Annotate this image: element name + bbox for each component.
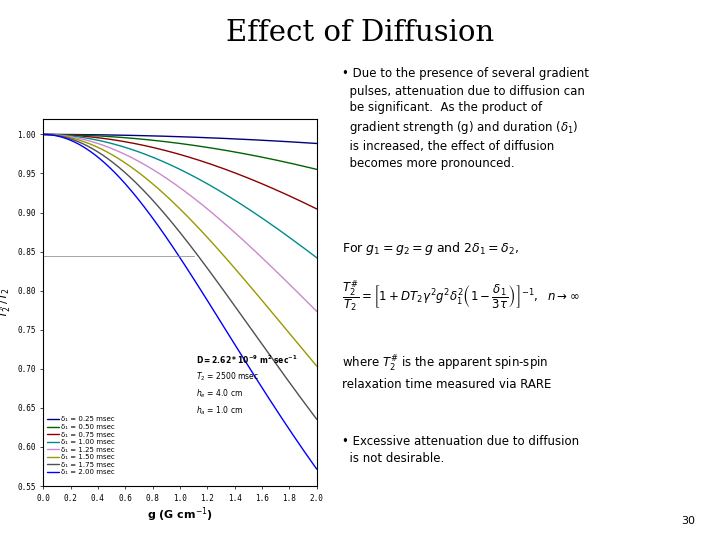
Text: For $g_1 = g_2 = g$ and $2\delta_1 = \delta_2$,: For $g_1 = g_2 = g$ and $2\delta_1 = \de… [342,240,519,257]
Text: where $T_2^\#$ is the apparent spin-spin
relaxation time measured via RARE: where $T_2^\#$ is the apparent spin-spin… [342,354,552,391]
Text: • Due to the presence of several gradient
  pulses, attenuation due to diffusion: • Due to the presence of several gradien… [342,68,589,170]
Legend: δ₁ = 0.25 msec, δ₁ = 0.50 msec, δ₁ = 0.75 msec, δ₁ = 1.00 msec, δ₁ = 1.25 msec, : δ₁ = 0.25 msec, δ₁ = 0.50 msec, δ₁ = 0.7… [47,416,115,475]
Text: Effect of Diffusion: Effect of Diffusion [226,19,494,47]
Y-axis label: $T_2^\#/T_2$: $T_2^\#/T_2$ [0,287,14,318]
Text: • Excessive attenuation due to diffusion
  is not desirable.: • Excessive attenuation due to diffusion… [342,435,579,465]
Text: $\mathbf{D = 2.62*10^{-9}}$ $\mathbf{m^2}$ $\mathbf{sec^{-1}}$
$T_2$ = 2500 msec: $\mathbf{D = 2.62*10^{-9}}$ $\mathbf{m^2… [197,354,298,417]
Text: 30: 30 [681,516,695,526]
Text: $\dfrac{T_2^\#}{T_2} = \left[1 + DT_2\gamma^2 g^2 \delta_1^2\left(1 - \dfrac{\de: $\dfrac{T_2^\#}{T_2} = \left[1 + DT_2\ga… [342,278,580,313]
X-axis label: g (G cm$^{-1}$): g (G cm$^{-1}$) [147,505,213,524]
